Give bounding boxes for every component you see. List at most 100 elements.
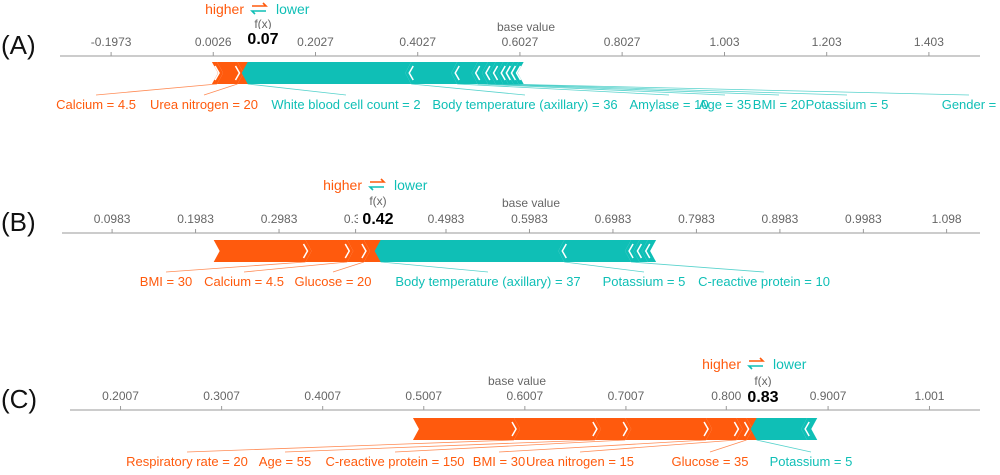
arrow-right-icon bbox=[252, 2, 268, 7]
tick-label: 0.8983 bbox=[762, 212, 799, 226]
lower-segment bbox=[502, 62, 514, 84]
higher-segment bbox=[706, 418, 743, 440]
arrow-left-icon bbox=[747, 365, 763, 370]
lower-segment bbox=[512, 62, 524, 84]
base-value-label: base value bbox=[502, 196, 560, 210]
legend-higher: higher bbox=[205, 1, 244, 17]
feature-label: C-reactive protein = 10 bbox=[698, 274, 830, 289]
lower-segment bbox=[625, 240, 640, 262]
lower-segment bbox=[801, 418, 818, 440]
tick-label: 0.0983 bbox=[94, 212, 131, 226]
tick-label: 0.2007 bbox=[102, 389, 139, 403]
segment-chevron bbox=[804, 421, 810, 437]
tick-label: 0.2983 bbox=[261, 212, 298, 226]
legend-lower: lower bbox=[394, 177, 428, 193]
feature-connector bbox=[579, 439, 737, 453]
force-plot-0: (A) higher lower f(x) -0.1973 0.0026 0.2027 0.4… bbox=[1, 1, 996, 112]
feature-label: Respiratory rate = 20 bbox=[126, 454, 248, 469]
feature-connector bbox=[498, 439, 707, 453]
feature-connector bbox=[243, 261, 348, 273]
lower-segment bbox=[507, 62, 519, 84]
higher-segment bbox=[211, 62, 224, 84]
higher-segment bbox=[625, 418, 713, 440]
tick-label: 0.800 bbox=[711, 389, 741, 403]
tick-label: 0.1983 bbox=[177, 212, 214, 226]
lower-segment bbox=[558, 240, 632, 262]
feature-connector bbox=[203, 83, 238, 96]
tick-label: 0.4027 bbox=[399, 35, 436, 49]
feature-connector bbox=[495, 83, 848, 96]
feature-label: Potassium = 5 bbox=[603, 274, 686, 289]
feature-label: C-reactive protein = 150 bbox=[325, 454, 464, 469]
legend-swap-arrows-icon bbox=[747, 357, 765, 370]
legend-higher: higher bbox=[702, 356, 741, 372]
lower-segment bbox=[497, 62, 509, 84]
feature-connector bbox=[411, 83, 526, 96]
tick-label: 0.4983 bbox=[428, 212, 465, 226]
arrow-left-icon bbox=[368, 186, 384, 191]
segment-chevron bbox=[510, 65, 517, 81]
feature-connector bbox=[247, 83, 347, 96]
feature-label: Potassium = 5 bbox=[770, 454, 853, 469]
arrow-right-icon bbox=[370, 178, 386, 183]
base-value-label: base value bbox=[488, 374, 546, 388]
feature-connector bbox=[457, 83, 670, 96]
segment-chevron bbox=[511, 421, 517, 437]
segment-chevron bbox=[408, 65, 414, 81]
feature-label: Potassium = 5 bbox=[806, 97, 889, 112]
tick-label: 0.3007 bbox=[203, 389, 240, 403]
tick-label: 0.0026 bbox=[195, 35, 232, 49]
fx-label: f(x) bbox=[254, 17, 271, 31]
feature-label: Age = 55 bbox=[259, 454, 311, 469]
lower-segment bbox=[641, 240, 657, 262]
higher-segment bbox=[213, 240, 312, 262]
fx-value-backing bbox=[243, 29, 283, 47]
feature-label: BMI = 20 bbox=[753, 97, 805, 112]
segment-chevron bbox=[743, 421, 750, 437]
feature-label: Urea nitrogen = 15 bbox=[526, 454, 634, 469]
feature-connector bbox=[756, 439, 812, 453]
feature-label: Age = 35 bbox=[699, 97, 751, 112]
tick-label: 0.5983 bbox=[511, 212, 548, 226]
tick-label: 0.6027 bbox=[502, 35, 539, 49]
higher-segment bbox=[412, 418, 521, 440]
tick-label: 0.6007 bbox=[506, 389, 543, 403]
feature-label: Gender = bbox=[942, 97, 997, 112]
lower-segment bbox=[633, 240, 648, 262]
feature-connector bbox=[394, 439, 626, 453]
legend-lower: lower bbox=[773, 356, 807, 372]
feature-connector bbox=[186, 439, 515, 453]
segment-chevron bbox=[644, 243, 651, 259]
base-value-label: base value bbox=[497, 20, 555, 34]
segment-chevron bbox=[500, 65, 506, 81]
lower-segment bbox=[471, 62, 488, 84]
legend-swap-arrows-icon bbox=[250, 2, 268, 15]
panel-label: (A) bbox=[1, 30, 36, 60]
fx-value: 0.07 bbox=[247, 31, 278, 48]
tick-label: 0.7007 bbox=[608, 389, 645, 403]
tick-label: 0.4007 bbox=[304, 389, 341, 403]
tick-label: 1.203 bbox=[812, 35, 842, 49]
feature-connector bbox=[503, 83, 970, 96]
tick-label: 1.403 bbox=[914, 35, 944, 49]
feature-label: Calcium = 4.5 bbox=[204, 274, 284, 289]
segment-chevron bbox=[592, 421, 598, 437]
segment-chevron bbox=[485, 65, 491, 81]
segment-chevron bbox=[515, 65, 522, 81]
tick-label: 0.8027 bbox=[604, 35, 641, 49]
fx-value: 0.83 bbox=[747, 389, 778, 406]
arrow-right-icon bbox=[749, 357, 765, 362]
feature-label: Body temperature (axillary) = 36 bbox=[432, 97, 617, 112]
fx-value: 0.42 bbox=[362, 211, 393, 228]
lower-segment bbox=[405, 62, 458, 84]
feature-connector bbox=[95, 83, 218, 96]
feature-label: BMI = 30 bbox=[140, 274, 192, 289]
lower-segment bbox=[374, 240, 565, 262]
segment-chevron bbox=[492, 65, 499, 81]
feature-label: Glucose = 35 bbox=[672, 454, 749, 469]
tick-label: 1.098 bbox=[932, 212, 962, 226]
tick-label: -0.1973 bbox=[91, 35, 132, 49]
